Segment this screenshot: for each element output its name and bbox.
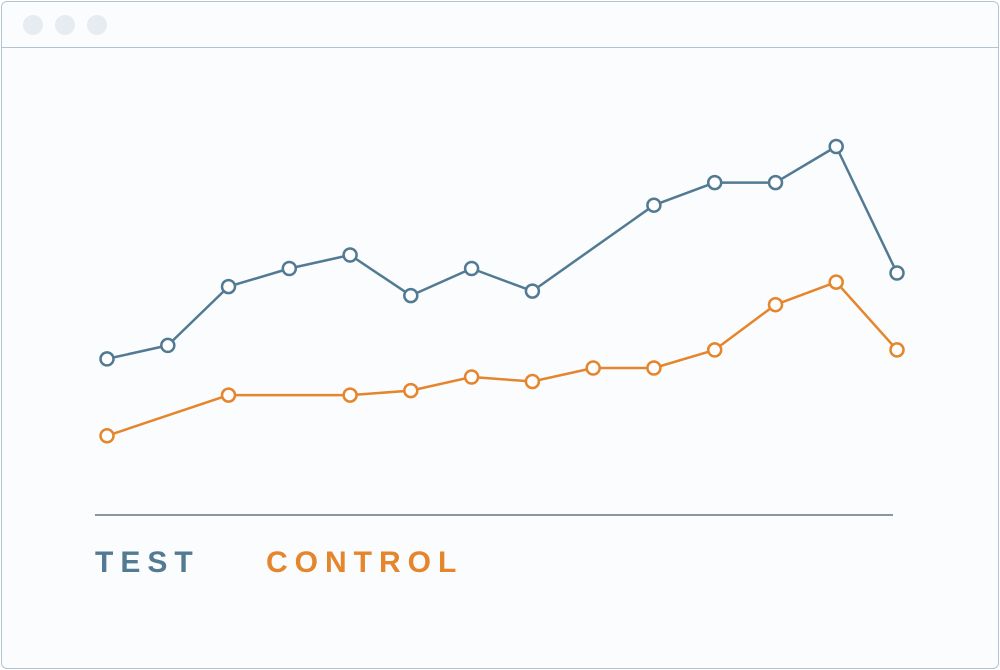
data-point-test-3[interactable] (220, 278, 237, 295)
data-point-test-8[interactable] (524, 283, 541, 299)
data-point-control-5[interactable] (463, 369, 480, 385)
window-minimize-dot[interactable] (55, 15, 75, 35)
legend-control: CONTROL (266, 546, 464, 579)
window-titlebar (2, 2, 998, 48)
data-point-control-2[interactable] (220, 387, 237, 403)
data-point-test-12[interactable] (828, 138, 844, 155)
data-point-test-7[interactable] (463, 260, 480, 277)
data-point-test-1[interactable] (99, 351, 115, 367)
data-point-test-10[interactable] (706, 174, 723, 191)
window-maximize-dot[interactable] (87, 15, 107, 35)
data-point-test-4[interactable] (281, 260, 298, 277)
data-point-test-6[interactable] (403, 287, 419, 304)
series-layer (99, 138, 905, 444)
window-close-dot[interactable] (23, 15, 43, 35)
data-point-test-5[interactable] (342, 247, 358, 263)
data-point-control-9[interactable] (706, 342, 723, 358)
data-point-control-10[interactable] (767, 296, 784, 313)
series-line-control (106, 280, 898, 437)
data-point-control-4[interactable] (403, 382, 419, 399)
legend-test: TEST (95, 546, 200, 579)
data-point-test-2[interactable] (160, 337, 176, 354)
data-point-test-11[interactable] (767, 174, 784, 191)
data-point-test-9[interactable] (646, 197, 662, 213)
data-point-test-13[interactable] (889, 265, 905, 281)
data-point-control-12[interactable] (889, 342, 905, 358)
data-point-control-3[interactable] (342, 387, 358, 403)
series-control (99, 274, 905, 444)
data-point-control-1[interactable] (99, 428, 115, 444)
data-point-control-8[interactable] (646, 360, 662, 376)
data-point-control-6[interactable] (524, 373, 541, 390)
data-point-control-11[interactable] (828, 274, 844, 290)
series-test (99, 138, 905, 367)
data-point-control-7[interactable] (585, 360, 601, 376)
